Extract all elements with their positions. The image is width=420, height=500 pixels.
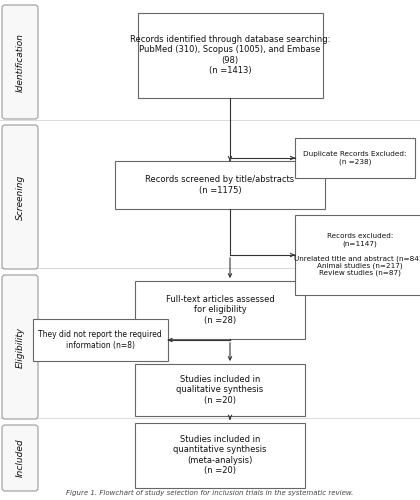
FancyBboxPatch shape bbox=[135, 422, 305, 488]
Text: Records excluded:
(n=1147)

Unrelated title and abstract (n=843)
Animal studies : Records excluded: (n=1147) Unrelated tit… bbox=[294, 234, 420, 276]
FancyBboxPatch shape bbox=[2, 125, 38, 269]
FancyBboxPatch shape bbox=[135, 364, 305, 416]
Text: Records screened by title/abstracts
(n =1175): Records screened by title/abstracts (n =… bbox=[145, 176, 294, 195]
FancyBboxPatch shape bbox=[295, 138, 415, 178]
FancyBboxPatch shape bbox=[135, 281, 305, 339]
Text: Full-text articles assessed
for eligibility
(n =28): Full-text articles assessed for eligibil… bbox=[165, 295, 274, 325]
Text: Records identified through database searching:
PubMed (310), Scopus (1005), and : Records identified through database sear… bbox=[130, 35, 330, 75]
Text: Included: Included bbox=[16, 438, 24, 478]
FancyBboxPatch shape bbox=[32, 319, 168, 361]
Text: Screening: Screening bbox=[16, 174, 24, 220]
Text: Studies included in
qualitative synthesis
(n =20): Studies included in qualitative synthesi… bbox=[176, 375, 264, 405]
Text: Duplicate Records Excluded:
(n =238): Duplicate Records Excluded: (n =238) bbox=[303, 151, 407, 165]
FancyBboxPatch shape bbox=[295, 215, 420, 295]
Text: Studies included in
quantitative synthesis
(meta-analysis)
(n =20): Studies included in quantitative synthes… bbox=[173, 435, 267, 475]
FancyBboxPatch shape bbox=[2, 275, 38, 419]
Text: Identification: Identification bbox=[16, 32, 24, 92]
Text: Eligibility: Eligibility bbox=[16, 326, 24, 368]
FancyBboxPatch shape bbox=[115, 161, 325, 209]
Text: They did not report the required
information (n=8): They did not report the required informa… bbox=[38, 330, 162, 349]
FancyBboxPatch shape bbox=[2, 5, 38, 119]
Text: Figure 1. Flowchart of study selection for inclusion trials in the systematic re: Figure 1. Flowchart of study selection f… bbox=[66, 490, 354, 496]
FancyBboxPatch shape bbox=[2, 425, 38, 491]
FancyBboxPatch shape bbox=[137, 12, 323, 98]
